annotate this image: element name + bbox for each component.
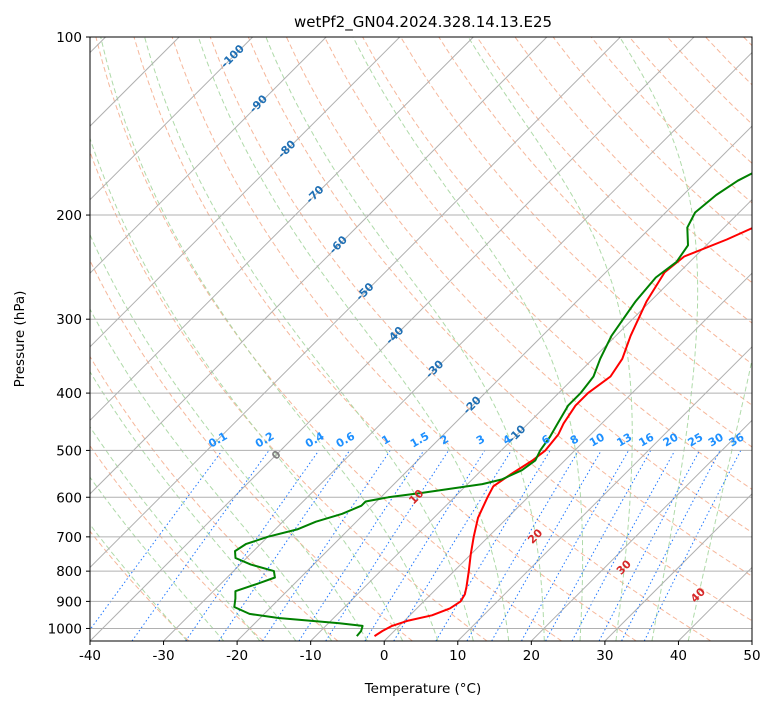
moist-adiabat-line bbox=[90, 308, 333, 641]
isotherm-line bbox=[457, 346, 752, 641]
y-tick-label: 600 bbox=[56, 490, 82, 506]
mixing-ratio-line bbox=[185, 450, 320, 641]
y-tick-label: 800 bbox=[56, 564, 82, 580]
dry-adiabat-line bbox=[90, 355, 339, 641]
x-tick-label: -10 bbox=[300, 648, 322, 664]
dry-adiabat-line bbox=[171, 37, 712, 641]
x-axis-ticks: -40 -30 -20 -10 0 10 20 30 40 50 bbox=[79, 641, 761, 664]
x-tick-label: 20 bbox=[523, 648, 540, 664]
y-tick-label: 500 bbox=[56, 443, 82, 459]
isotherm-line bbox=[90, 37, 474, 422]
mixing-ratio-line bbox=[643, 450, 742, 641]
y-axis-ticks: 100 200 300 400 500 600 700 800 900 1000 bbox=[48, 30, 90, 637]
moist-adiabat-line bbox=[90, 476, 224, 641]
moist-adiabat-line bbox=[619, 37, 699, 641]
dry-adiabat-line bbox=[133, 37, 637, 641]
isotherm-line bbox=[310, 198, 752, 641]
dry-adiabat-line bbox=[90, 444, 264, 641]
isotherm-line bbox=[90, 37, 548, 495]
dry-adiabat-line bbox=[90, 150, 488, 641]
mixing-ratio-line bbox=[521, 450, 630, 641]
dry-adiabat-line bbox=[90, 530, 190, 641]
moist-adiabat-line bbox=[90, 233, 368, 641]
mixing-ratio-line bbox=[393, 450, 512, 641]
y-tick-label: 900 bbox=[56, 594, 82, 610]
mixing-ratio-line bbox=[90, 450, 223, 631]
dry-adiabat-line bbox=[400, 37, 752, 406]
mixing-ratio-line bbox=[298, 450, 425, 641]
y-tick-label: 400 bbox=[56, 386, 82, 402]
moist-adiabat-line bbox=[90, 426, 261, 641]
pressure-gridlines bbox=[90, 37, 752, 629]
isotherm-line bbox=[90, 37, 621, 569]
x-tick-label: 50 bbox=[743, 648, 760, 664]
x-axis-label: Temperature (°C) bbox=[364, 681, 482, 697]
x-tick-label: 0 bbox=[380, 648, 389, 664]
isotherm-line bbox=[90, 37, 327, 274]
moist-adiabat-line bbox=[265, 37, 545, 641]
x-tick-label: -20 bbox=[226, 648, 248, 664]
x-tick-label: 30 bbox=[596, 648, 613, 664]
plot-frame bbox=[89, 36, 753, 642]
mixing-ratio-line bbox=[545, 450, 652, 641]
x-tick-label: 10 bbox=[449, 648, 466, 664]
y-tick-label: 300 bbox=[56, 312, 82, 328]
x-tick-label: -40 bbox=[79, 648, 101, 664]
moist-adiabat-line bbox=[100, 37, 439, 641]
moist-adiabat-line bbox=[352, 37, 584, 641]
isotherm-line bbox=[90, 37, 254, 201]
moist-adiabat-line bbox=[90, 136, 404, 641]
dry-adiabat-line bbox=[514, 37, 752, 284]
y-tick-label: 700 bbox=[56, 530, 82, 546]
chart-title: wetPf2_GN04.2024.328.14.13.E25 bbox=[294, 13, 552, 32]
isotherm-line bbox=[236, 125, 752, 641]
profile-series bbox=[233, 172, 752, 637]
y-tick-label: 100 bbox=[56, 30, 82, 46]
background-lines bbox=[90, 37, 752, 641]
y-axis-label: Pressure (hPa) bbox=[12, 291, 28, 388]
dry-adiabat-line bbox=[476, 37, 752, 324]
dry-adiabat-line bbox=[247, 37, 752, 577]
isotherm-line bbox=[90, 37, 401, 348]
y-tick-label: 1000 bbox=[48, 621, 82, 637]
moist-adiabat-line bbox=[687, 357, 752, 641]
isotherm-line bbox=[90, 37, 695, 641]
mixing-ratio-line bbox=[131, 450, 270, 641]
isotherm-line bbox=[604, 493, 752, 641]
mixing-ratio-line bbox=[218, 450, 351, 641]
dry-adiabat-line bbox=[209, 37, 752, 622]
x-tick-label: 40 bbox=[670, 648, 687, 664]
mixing-ratio-line bbox=[571, 450, 676, 641]
isotherm-line bbox=[383, 272, 752, 641]
isotherm-line bbox=[530, 419, 752, 641]
dry-adiabat-line bbox=[95, 37, 562, 641]
temperature-line bbox=[373, 227, 752, 637]
x-tick-label: -30 bbox=[153, 648, 175, 664]
isotherm-line bbox=[163, 51, 752, 641]
y-tick-label: 200 bbox=[56, 208, 82, 224]
dewpoint-line bbox=[233, 172, 752, 637]
mixing-ratio-line bbox=[325, 450, 450, 641]
dry-adiabat-line bbox=[324, 37, 752, 490]
